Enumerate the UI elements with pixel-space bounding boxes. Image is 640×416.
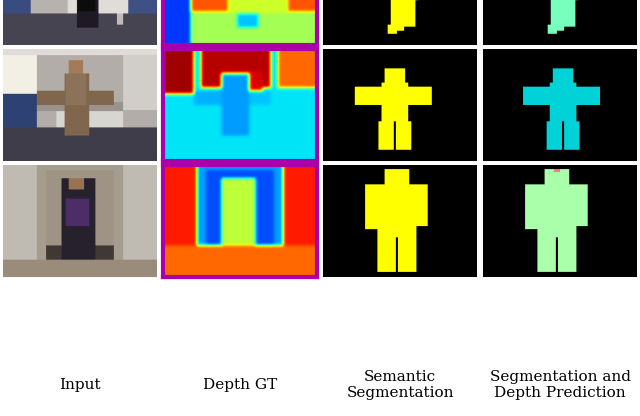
Text: Input: Input xyxy=(59,378,101,392)
Text: Segmentation and
Depth Prediction: Segmentation and Depth Prediction xyxy=(490,370,630,400)
Text: Depth GT: Depth GT xyxy=(203,378,277,392)
Text: Semantic
Segmentation: Semantic Segmentation xyxy=(346,370,454,400)
